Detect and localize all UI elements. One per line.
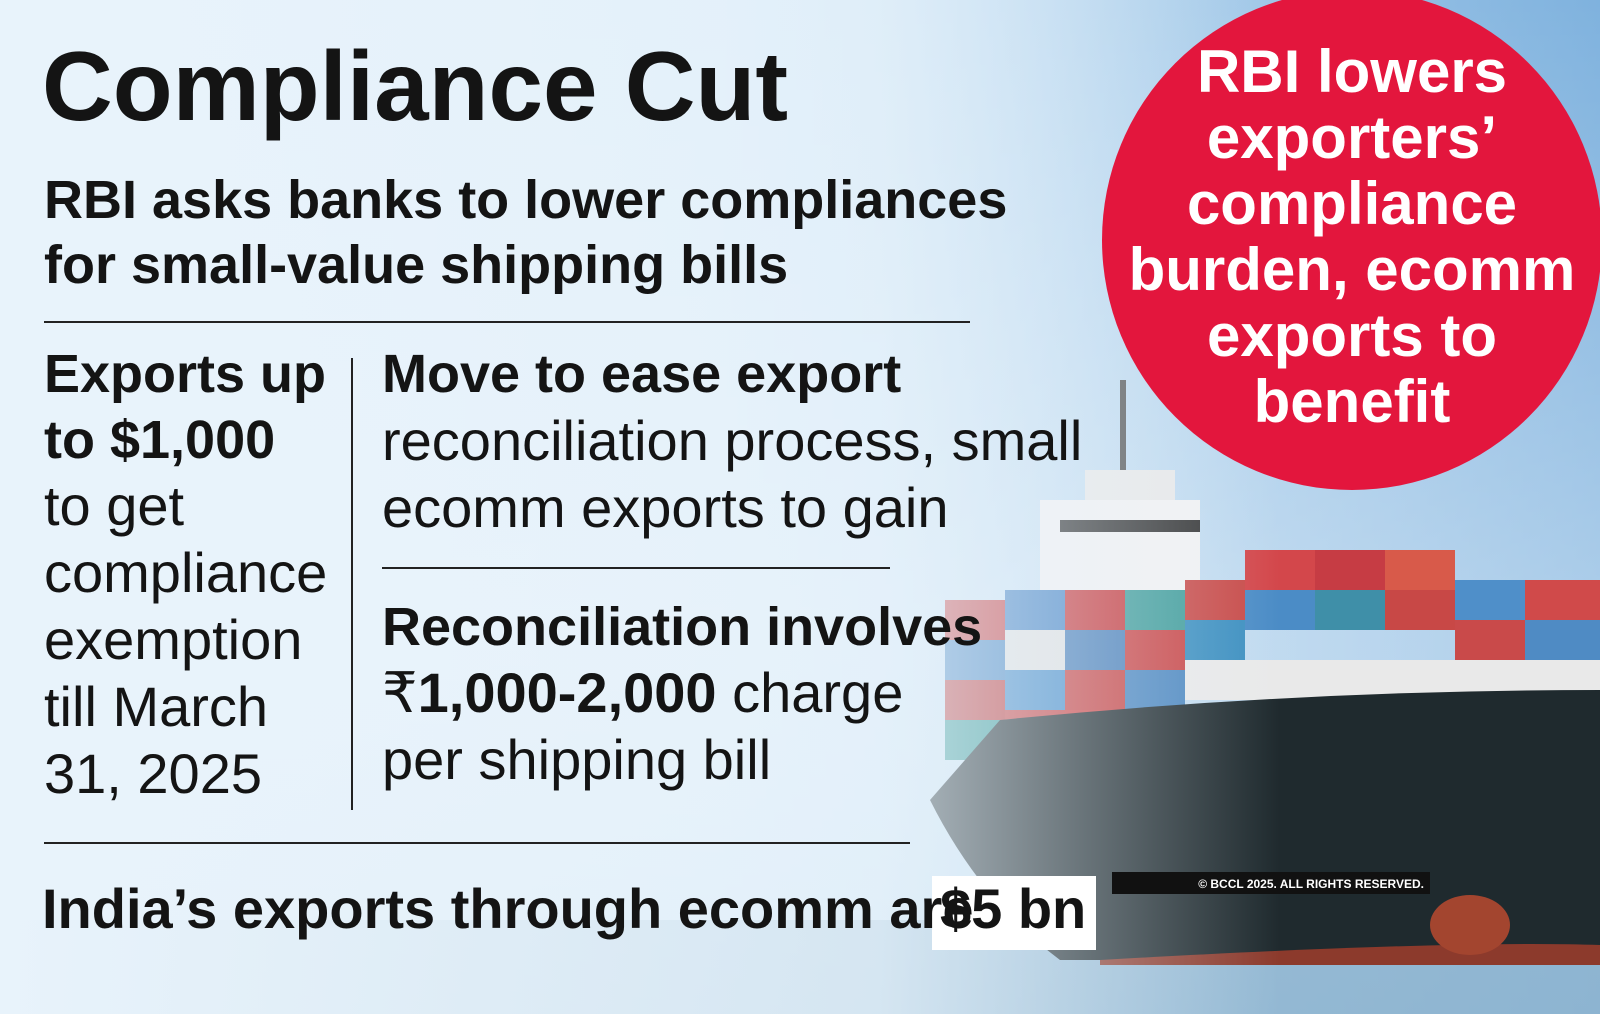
left-bold-line: to $1,000: [44, 410, 275, 470]
left-bold-line: Exports up: [44, 344, 326, 404]
item-text: charge: [717, 661, 904, 724]
copyright: © BCCL 2025. ALL RIGHTS RESERVED.: [1198, 877, 1424, 891]
item-heading: Move to ease export: [382, 344, 901, 404]
amount: 1,000-2,000: [418, 661, 717, 724]
subtitle-line: for small-value shipping bills: [44, 235, 788, 295]
left-line: to get: [44, 474, 185, 537]
left-line: till March: [44, 675, 268, 738]
item-line: ecomm exports to gain: [382, 476, 948, 539]
badge-circle: [1102, 0, 1600, 490]
item-line: reconciliation process, small: [382, 409, 1082, 472]
badge-text: RBI lowers exporters’ compliance burden,…: [1129, 38, 1576, 435]
badge-line: exports to: [1207, 302, 1497, 369]
item-heading: Reconciliation involves: [382, 597, 982, 657]
badge-line: benefit: [1254, 368, 1451, 435]
badge-line: exporters’: [1207, 104, 1497, 171]
left-line: compliance: [44, 541, 327, 604]
footer-highlight: $5 bn: [940, 877, 1086, 940]
badge-line: compliance: [1187, 170, 1517, 237]
item-line: ₹1,000-2,000 charge: [382, 661, 903, 724]
left-line: exemption: [44, 608, 302, 671]
footer-text: India’s exports through ecomm are: [42, 877, 973, 940]
highlight-box: [932, 876, 1096, 950]
subtitle-line: RBI asks banks to lower compliances: [44, 170, 1007, 230]
currency: ₹: [382, 661, 418, 724]
badge-line: burden, ecomm: [1129, 236, 1576, 303]
copyright-bar: [1112, 872, 1430, 894]
title: Compliance Cut: [42, 31, 788, 141]
left-line: 31, 2025: [44, 742, 262, 805]
item-line: per shipping bill: [382, 728, 771, 791]
badge-line: RBI lowers: [1197, 38, 1507, 105]
